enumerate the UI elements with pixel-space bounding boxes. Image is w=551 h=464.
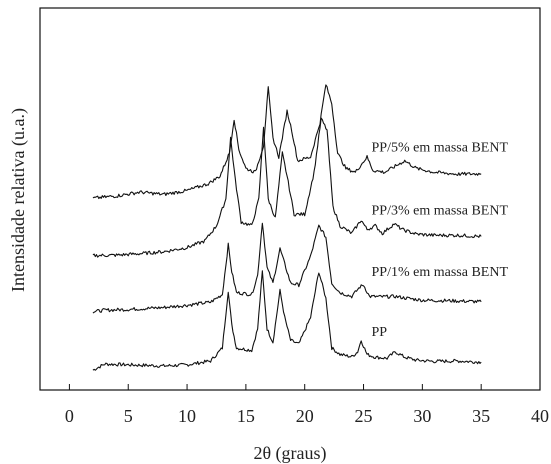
x-tick-label: 20 [296, 406, 314, 426]
x-tick-label: 5 [124, 406, 133, 426]
x-tick-label: 0 [65, 406, 74, 426]
series-line-1 [92, 222, 482, 314]
series-label: PP/5% em massa BENT [372, 141, 509, 156]
plot-frame [39, 7, 541, 391]
x-tick-label: 30 [413, 406, 431, 426]
x-tick-label: 15 [237, 406, 255, 426]
x-axis-title: 2θ (graus) [253, 443, 326, 464]
series-label: PP/1% em massa BENT [372, 265, 509, 280]
x-tick-label: 40 [531, 406, 549, 426]
series-group [92, 84, 482, 371]
series-label: PP [372, 325, 388, 340]
x-axis-ticks: 0 5 10 15 20 25 30 35 40 [65, 384, 549, 426]
series-labels: PP PP/1% em massa BENT PP/3% em massa BENT… [372, 141, 509, 340]
x-tick-label: 25 [355, 406, 373, 426]
y-axis-title: Intensidade relativa (u.a.) [8, 108, 29, 292]
x-tick-label: 35 [472, 406, 490, 426]
series-label: PP/3% em massa BENT [372, 203, 509, 218]
series-line-3 [92, 84, 482, 200]
series-line-0 [92, 270, 482, 371]
series-line-2 [92, 117, 482, 258]
x-tick-label: 10 [178, 406, 196, 426]
